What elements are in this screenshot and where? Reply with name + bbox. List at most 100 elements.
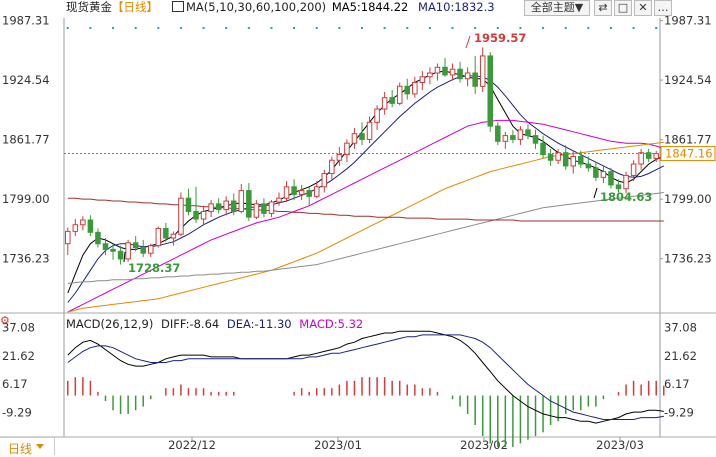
ma-line-ma5 [67,70,664,294]
candle-body [155,228,162,247]
candle-body [653,153,659,159]
candle-body [630,163,637,176]
candle-body [125,242,131,260]
candle-body [517,129,524,140]
macd-tick-right-label: 6.17 [664,377,690,391]
macd-tick-left-label: 21.62 [2,349,35,363]
candle-body [532,135,539,144]
marker-dot [406,27,409,29]
marker-dot [112,27,115,29]
macd-tick-right-label: -9.29 [664,406,694,420]
macd-dea-value: DEA:-11.30 [226,317,292,331]
y-tick-right-label: 1736.23 [664,252,712,266]
marker-dot [225,27,228,29]
candle-body [185,197,192,212]
marker-dot [519,27,522,29]
marker-dot [451,27,454,29]
marker-dot [315,27,318,29]
theme-select-button[interactable]: 全部主题▼ [524,0,590,16]
marker-dot [338,27,341,29]
candle-body [268,201,275,214]
y-tick-left-label: 1736.23 [2,252,50,266]
period-tab[interactable]: 日线 [0,437,55,456]
y-tick-right-label: 1987.31 [664,14,712,28]
candle-body [593,167,599,178]
candle-body [276,197,282,203]
candle-body [600,171,607,178]
symbol-title: 现货黄金【日线】 [66,0,158,14]
macd-dea-line [67,334,664,420]
candle-body [246,190,252,218]
candle-body [329,159,335,175]
marker-dot [270,27,273,29]
marker-dot [587,27,590,29]
candle-body [253,203,260,218]
candle-body [193,210,199,220]
period-tab-label: 日线 [8,442,33,456]
candle-body [291,186,297,195]
marker-dot [179,27,182,29]
low-left-annotation: 1728.37 [128,261,180,275]
candle-body [419,76,426,83]
settings-icon[interactable]: ⚙ [0,314,10,327]
macd-legend: MACD(26,12,9) DIFF:-8.64 DEA:-11.30 MACD… [66,317,363,331]
candle-body [404,85,411,95]
candle-body [65,230,71,245]
candle-body [645,152,652,159]
chevron-down-icon [36,444,44,449]
y-tick-left-label: 1861.77 [2,133,50,147]
marker-dot [496,27,499,29]
ma-params: MA(5,10,30,60,100,200) [186,0,327,14]
swap-icon[interactable]: ⇄ [594,0,612,16]
ma-line-ma100 [67,192,664,284]
candle-body [464,72,471,80]
more-icon[interactable]: … [654,0,672,16]
last-price-label: 1847.16 [665,146,713,160]
candle-body [110,248,116,252]
candle-body [261,203,267,214]
symbol-name: 现货黄金 [66,0,112,14]
candle-body [298,190,305,195]
macd-diff-value: DIFF:-8.64 [161,317,220,331]
candle-body [472,72,478,87]
y-tick-left-label: 1987.31 [2,14,50,28]
marker-dot [157,27,160,29]
candle-body [200,210,207,220]
candle-body [366,121,373,140]
candle-body [321,173,328,188]
candle-body [479,55,486,87]
candle-body [95,231,101,245]
ma-line-ma200 [67,197,664,222]
candle-body [389,97,395,104]
candle-body [313,186,320,197]
candle-body [72,224,79,232]
macd-value: MACD:5.32 [299,317,364,331]
candle-body [449,68,456,76]
candle-body [578,155,584,165]
close-icon[interactable]: ✕ [634,0,652,16]
candle-body [351,133,358,144]
ma-line-ma60 [67,141,664,313]
candle-body [381,97,388,110]
low-right-pointer [593,187,598,199]
candle-body [540,142,546,156]
ma-icon [172,1,184,12]
candle-body [570,155,577,167]
candle-body [457,68,463,80]
candle-body [117,250,124,260]
marker-dot [655,27,658,29]
candle-body [487,55,494,127]
x-tick-label: 2023/02 [460,438,508,452]
macd-tick-left-label: 6.17 [2,377,28,391]
candle-body [442,66,448,76]
window-icon[interactable]: □ [614,0,632,16]
marker-dot [564,27,567,29]
y-tick-right-label: 1799.00 [664,192,712,206]
candle-body [102,243,109,250]
candle-body [344,142,350,156]
candle-body [638,152,644,165]
candle-body [359,133,365,140]
candle-body [178,197,184,235]
ma-line-ma10 [67,75,665,303]
